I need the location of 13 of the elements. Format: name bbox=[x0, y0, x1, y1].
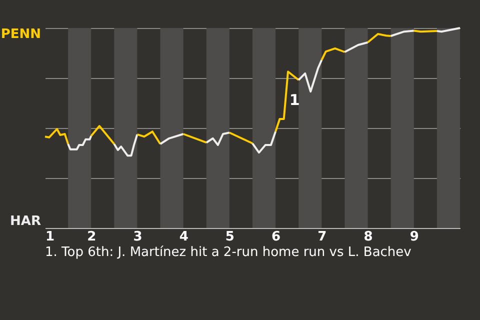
text: PENN bbox=[0, 27, 41, 42]
x-tick-label: 6 bbox=[272, 230, 281, 244]
x-tick-label: 3 bbox=[133, 230, 142, 244]
x-tick-label: 1 bbox=[46, 230, 55, 244]
x-tick-label: 4 bbox=[179, 230, 188, 244]
x-tick-label: 5 bbox=[225, 230, 234, 244]
x-tick-label: 8 bbox=[364, 230, 373, 244]
text: 1. Top 6th: J. Martínez hit a 2-run home run vs L. Bachev bbox=[45, 245, 412, 260]
x-tick-label: 7 bbox=[318, 230, 327, 244]
annotation: 1 bbox=[289, 91, 300, 109]
x-tick-label: 2 bbox=[87, 230, 96, 244]
x-tick-label: 9 bbox=[410, 230, 419, 244]
text: HAR bbox=[10, 214, 41, 229]
